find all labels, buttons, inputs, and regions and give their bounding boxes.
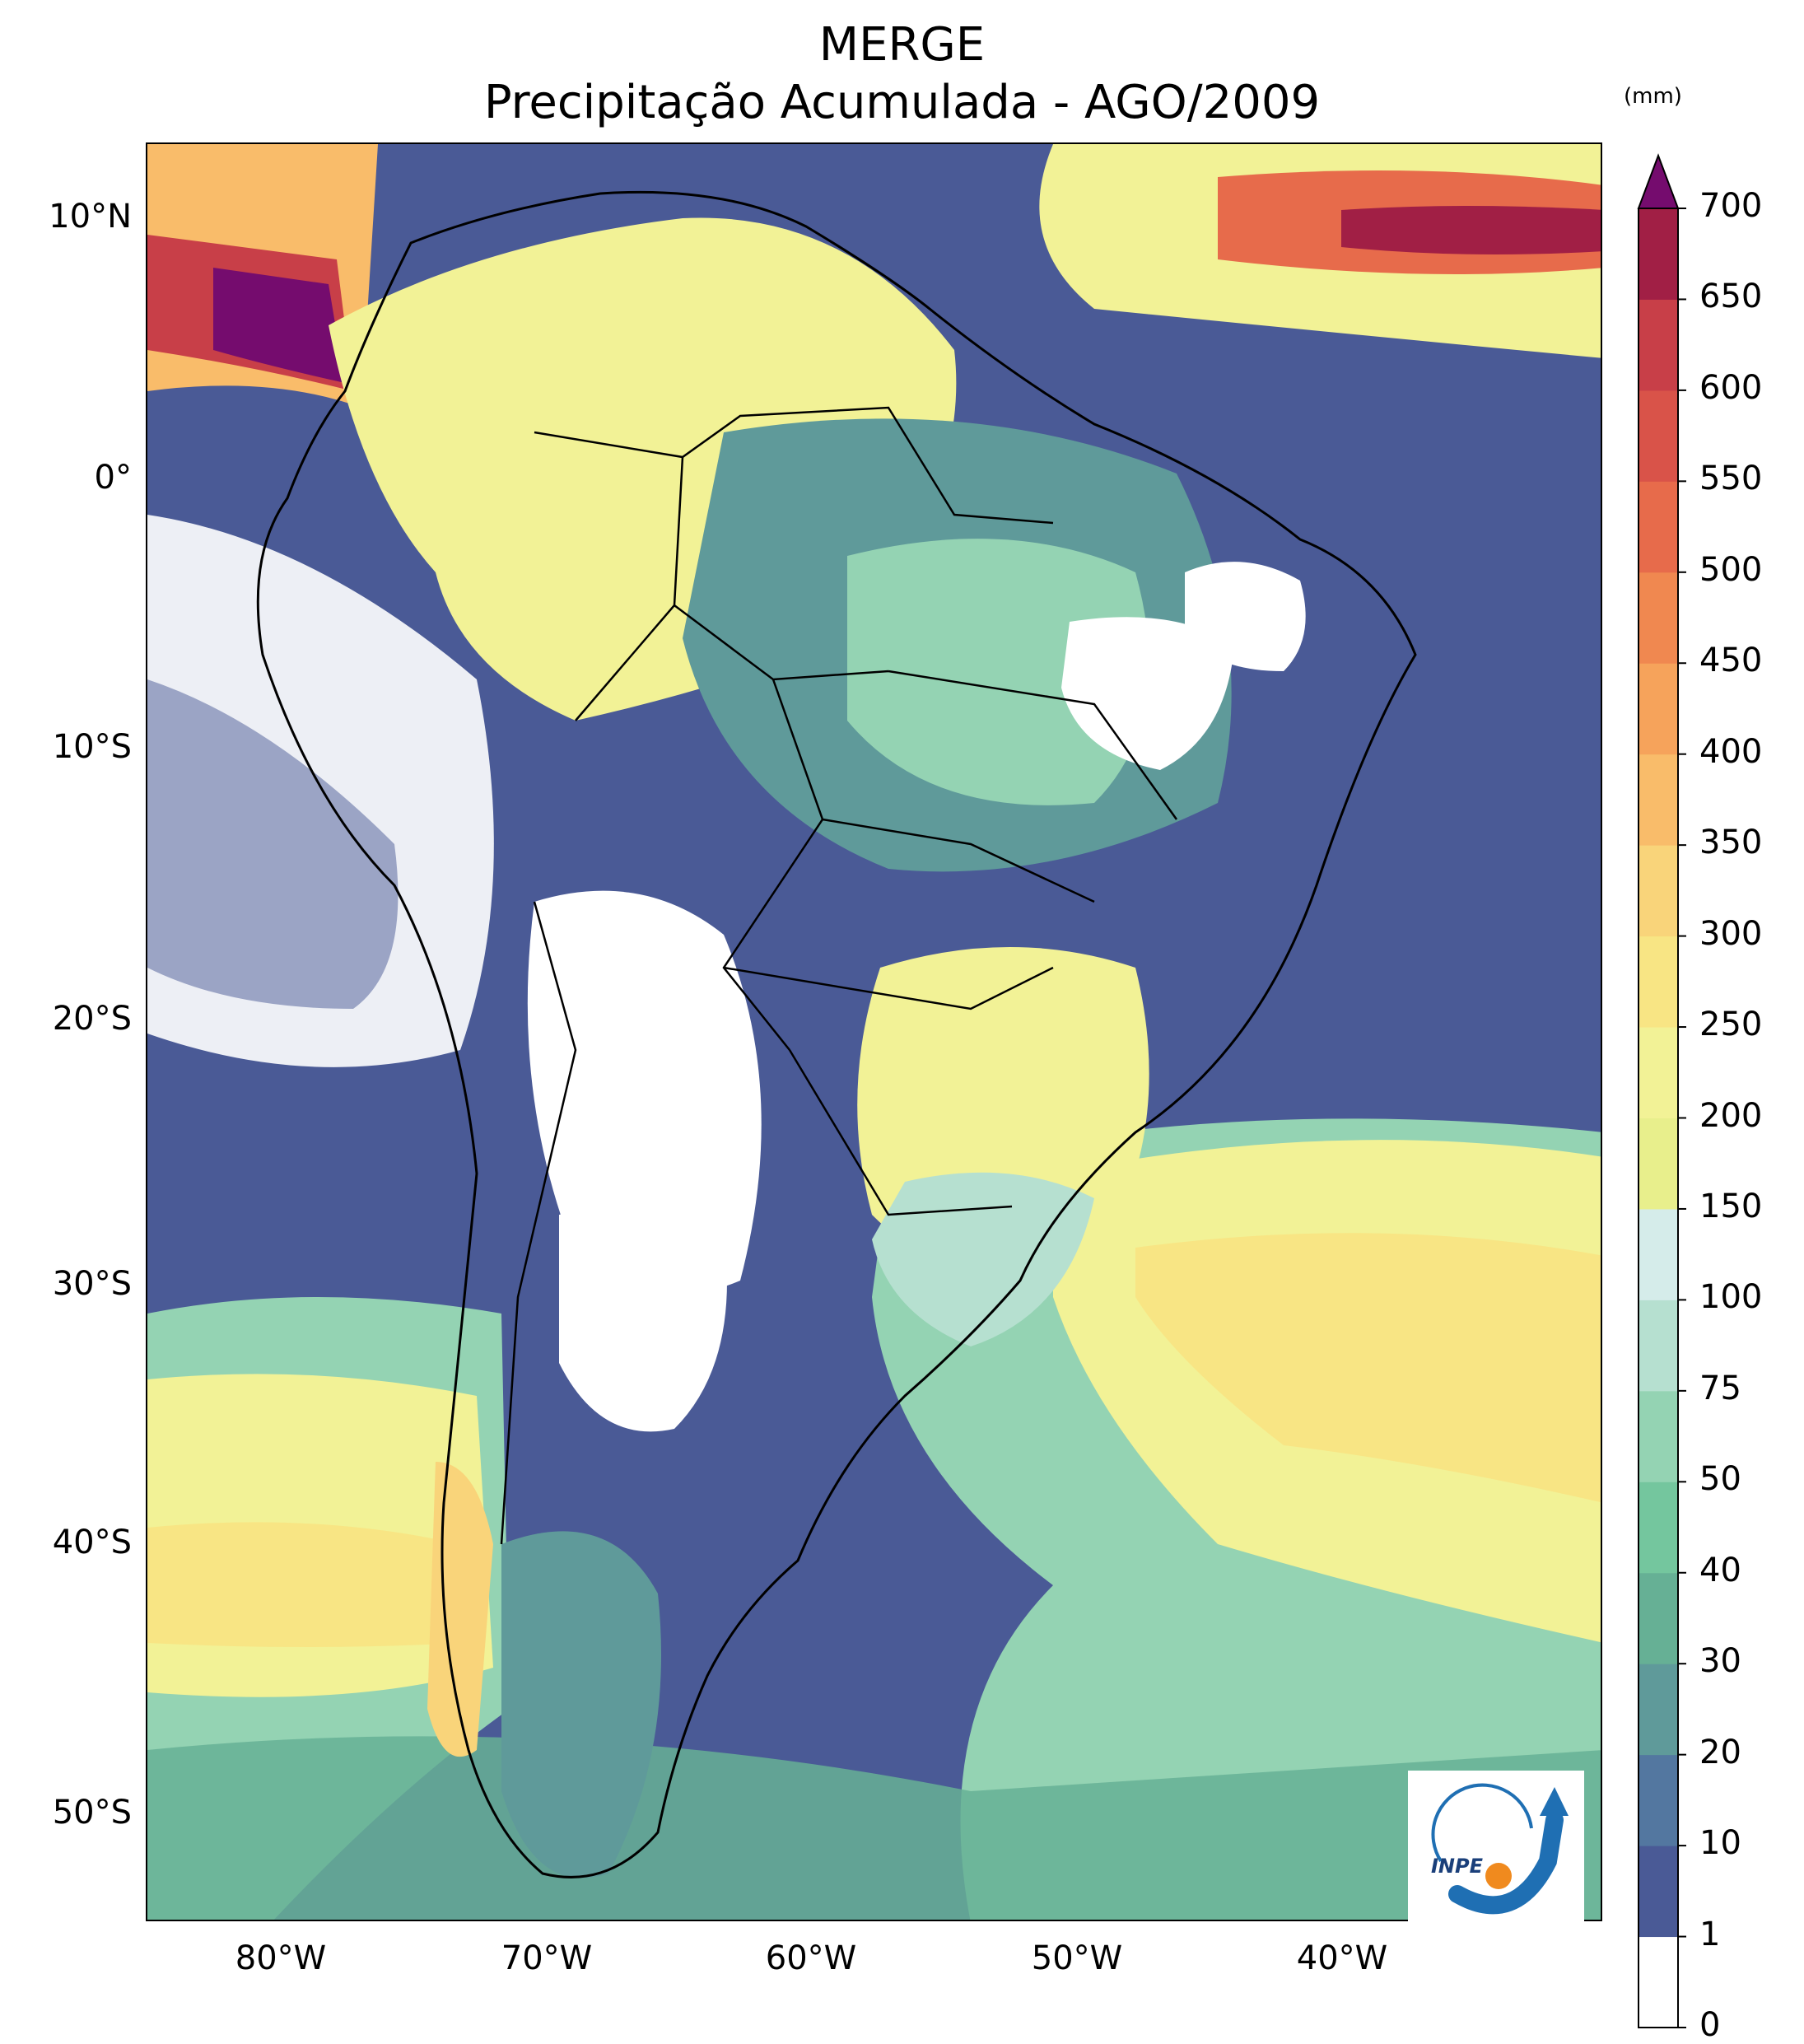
inpe-logo: INPE [1408, 1771, 1584, 1944]
colorbar-segment [1639, 1208, 1678, 1300]
colorbar-segment [1639, 208, 1678, 300]
colorbar-segment [1639, 663, 1678, 755]
pampas-dry-zone [559, 1209, 727, 1432]
colorbar-segment [1639, 936, 1678, 1028]
colorbar-segment [1639, 845, 1678, 937]
map-canvas [147, 144, 1601, 1920]
lon-label: 40°W [1296, 1939, 1388, 1977]
lon-label: 60°W [765, 1939, 857, 1977]
lon-label: 70°W [501, 1939, 593, 1977]
colorbar-level-label: 150 [1699, 1187, 1763, 1225]
precipitation-map [146, 142, 1602, 1921]
colorbar-extend-arrow [1637, 153, 1680, 209]
colorbar-segment [1639, 390, 1678, 482]
lon-label: 80°W [235, 1939, 327, 1977]
colorbar-segment [1639, 1118, 1678, 1210]
colorbar-segment [1639, 1390, 1678, 1482]
nw-peak [213, 268, 345, 383]
colorbar-level-label: 250 [1699, 1006, 1763, 1044]
colorbar-level-label: 400 [1699, 732, 1763, 771]
lat-label: 10°S [52, 728, 132, 766]
uruguay-zone [872, 1172, 1094, 1346]
colorbar-level-label: 500 [1699, 550, 1763, 589]
lat-label: 10°N [49, 198, 132, 236]
colorbar-level-label: 700 [1699, 187, 1763, 225]
inpe-logo-text: INPE [1431, 1855, 1484, 1878]
colorbar-level-label: 10 [1699, 1824, 1741, 1863]
colorbar-segment [1639, 1572, 1678, 1664]
colorbar [1637, 153, 1686, 2028]
colorbar-segment [1639, 754, 1678, 846]
colorbar-level-label: 550 [1699, 460, 1763, 498]
patagonia-zone [501, 1531, 661, 1878]
colorbar-segment [1639, 481, 1678, 573]
lat-label: 0° [94, 459, 132, 497]
pacific-dry-texture [147, 679, 399, 1009]
colorbar-level-label: 650 [1699, 278, 1763, 316]
chaco-dry-zone [527, 890, 762, 1297]
colorbar-unit: (mm) [1624, 84, 1682, 109]
colorbar-level-label: 75 [1699, 1369, 1741, 1407]
colorbar-level-label: 600 [1699, 368, 1763, 407]
south-atlantic-core [1135, 1233, 1601, 1503]
colorbar-segment [1639, 1300, 1678, 1392]
lon-label: 50°W [1031, 1939, 1123, 1977]
colorbar-level-label: 40 [1699, 1551, 1741, 1589]
map-title: MERGE [818, 18, 986, 72]
colorbar-level-label: 20 [1699, 1733, 1741, 1771]
ne-dry-patch-2 [1185, 562, 1306, 671]
lat-label: 40°S [52, 1524, 132, 1561]
inpe-logo-graphic: INPE [1431, 1783, 1569, 1915]
colorbar-segment [1639, 1936, 1678, 2028]
colorbar-level-label: 100 [1699, 1278, 1763, 1317]
colorbar-segment [1639, 299, 1678, 391]
chile-coastal-strip [427, 1462, 493, 1757]
colorbar-level-label: 1 [1699, 1915, 1721, 1953]
colorbar-level-label: 50 [1699, 1460, 1741, 1499]
continent-coastline [256, 190, 1417, 1878]
colorbar-segment [1639, 572, 1678, 664]
colorbar-level-label: 450 [1699, 642, 1763, 680]
colorbar-level-label: 300 [1699, 914, 1763, 953]
south-pacific-core [147, 1522, 460, 1647]
colorbar-segment [1639, 1482, 1678, 1574]
lat-label: 30°S [52, 1265, 132, 1303]
lat-label: 50°S [52, 1794, 132, 1832]
colorbar-segment [1639, 1027, 1678, 1118]
ne-dry-patch [1061, 617, 1234, 770]
colorbar-level-label: 30 [1699, 1642, 1741, 1681]
itcz-peak [1341, 206, 1601, 254]
colorbar-segment [1639, 1846, 1678, 1938]
colorbar-segment [1639, 1664, 1678, 1756]
brazil-central-core [847, 539, 1149, 805]
colorbar-level-label: 0 [1699, 2006, 1721, 2044]
colorbar-level-label: 350 [1699, 824, 1763, 862]
map-subtitle: Precipitação Acumulada - AGO/2009 [483, 76, 1321, 129]
colorbar-level-label: 200 [1699, 1096, 1763, 1135]
colorbar-segment [1639, 1754, 1678, 1846]
country-borders [500, 406, 1178, 1545]
lat-label: 20°S [52, 1000, 132, 1038]
